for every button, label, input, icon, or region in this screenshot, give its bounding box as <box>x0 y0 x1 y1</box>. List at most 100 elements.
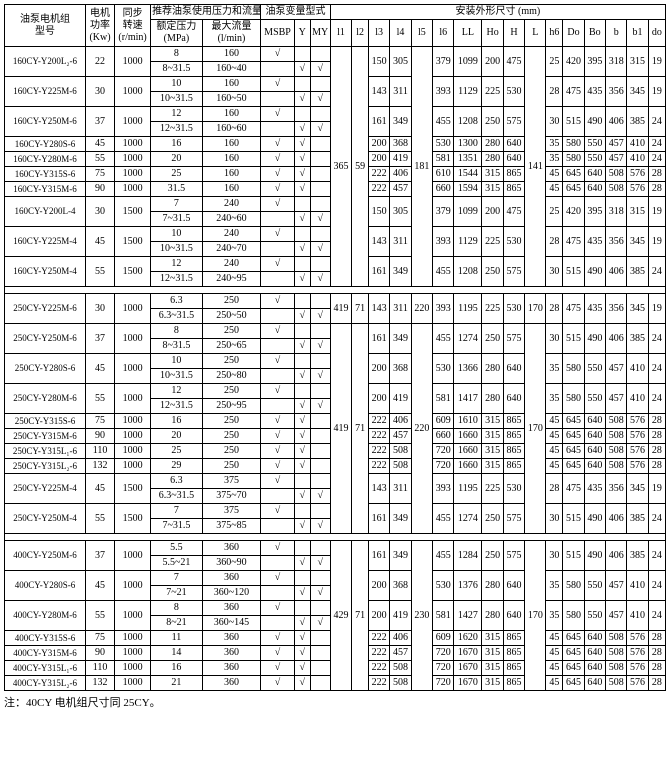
hdr-install: 安装外形尺寸 (mm) <box>330 5 665 20</box>
cell: 311 <box>390 474 411 504</box>
cell: 530 <box>433 137 454 152</box>
cell: 406 <box>606 504 627 534</box>
cell: 1195 <box>454 294 482 324</box>
cell: √ <box>261 107 295 122</box>
cell: 170 <box>525 541 546 691</box>
cell: √ <box>261 137 295 152</box>
cell: 35 <box>546 384 563 414</box>
cell <box>310 294 330 309</box>
cell: 490 <box>584 504 605 534</box>
cell: 865 <box>503 631 524 646</box>
cell: 30 <box>85 77 114 107</box>
cell: 55 <box>85 384 114 414</box>
cell: 1000 <box>115 646 151 661</box>
cell: 250 <box>482 504 503 534</box>
cell: 28 <box>546 294 563 324</box>
cell: 161 <box>369 504 390 534</box>
cell <box>261 212 295 227</box>
hdr-l: L <box>525 20 546 47</box>
cell: 222 <box>369 631 390 646</box>
cell: 160CY-Y200L₂-6 <box>5 47 86 77</box>
cell: 30 <box>85 294 114 324</box>
cell: 20 <box>151 152 203 167</box>
cell: √ <box>310 369 330 384</box>
cell: 132 <box>85 676 114 691</box>
cell: 640 <box>584 676 605 691</box>
cell: 349 <box>390 107 411 137</box>
hdr-l5: l5 <box>411 20 432 47</box>
cell: 24 <box>648 384 665 414</box>
cell: 640 <box>584 167 605 182</box>
cell: 37 <box>85 324 114 354</box>
cell: 1000 <box>115 444 151 459</box>
cell: 161 <box>369 541 390 571</box>
cell: 1000 <box>115 152 151 167</box>
cell: 475 <box>503 47 524 77</box>
cell: 550 <box>584 601 605 631</box>
cell: √ <box>261 197 295 212</box>
cell: 720 <box>433 444 454 459</box>
hdr-model: 油泵电机组型号 <box>5 5 86 47</box>
cell: 28 <box>648 444 665 459</box>
hdr-h6: h6 <box>546 20 563 47</box>
hdr-pumprec: 推荐油泵使用压力和流量 <box>151 5 261 20</box>
cell: 12 <box>151 257 203 272</box>
cell: 318 <box>606 47 627 77</box>
cell: 1417 <box>454 384 482 414</box>
cell: 640 <box>584 661 605 676</box>
cell: 576 <box>627 646 648 661</box>
cell: 365 <box>330 47 351 287</box>
cell: 222 <box>369 676 390 691</box>
cell: 315 <box>482 676 503 691</box>
cell: 490 <box>584 107 605 137</box>
cell: 19 <box>648 47 665 77</box>
cell: 7 <box>151 571 203 586</box>
cell: 1500 <box>115 504 151 534</box>
cell: 170 <box>525 294 546 324</box>
cell: 360~90 <box>202 556 260 571</box>
cell: 28 <box>648 429 665 444</box>
cell: 45 <box>85 354 114 384</box>
cell: 455 <box>433 257 454 287</box>
cell: 1000 <box>115 47 151 77</box>
cell: 160CY-Y315S-6 <box>5 167 86 182</box>
cell: 645 <box>563 414 584 429</box>
cell <box>261 369 295 384</box>
cell: 28 <box>648 167 665 182</box>
cell: 1000 <box>115 167 151 182</box>
cell: 25 <box>546 197 563 227</box>
cell: 1610 <box>454 414 482 429</box>
cell: 575 <box>503 504 524 534</box>
cell: 45 <box>85 474 114 504</box>
cell <box>310 571 330 586</box>
cell: 28 <box>546 77 563 107</box>
cell: √ <box>261 541 295 556</box>
cell: √ <box>294 661 310 676</box>
cell: √ <box>294 616 310 631</box>
cell: 640 <box>503 152 524 167</box>
cell: 1620 <box>454 631 482 646</box>
cell: 640 <box>503 354 524 384</box>
cell: 280 <box>482 354 503 384</box>
cell: √ <box>310 586 330 601</box>
cell: 435 <box>584 474 605 504</box>
cell: 349 <box>390 541 411 571</box>
cell: √ <box>261 661 295 676</box>
cell: 508 <box>606 646 627 661</box>
cell: √ <box>310 309 330 324</box>
table-row: 250CY-Y225M-63010006.3250√41971143311220… <box>5 294 666 309</box>
cell: 576 <box>627 444 648 459</box>
cell: 645 <box>563 182 584 197</box>
cell: 508 <box>390 661 411 676</box>
cell: 315 <box>482 444 503 459</box>
cell: 222 <box>369 459 390 474</box>
cell: 45 <box>546 167 563 182</box>
cell: 35 <box>546 601 563 631</box>
cell: 315 <box>482 182 503 197</box>
cell: 457 <box>390 182 411 197</box>
cell: 576 <box>627 631 648 646</box>
cell: 410 <box>627 571 648 601</box>
cell: √ <box>261 294 295 309</box>
cell: 200 <box>482 47 503 77</box>
cell: 457 <box>390 646 411 661</box>
